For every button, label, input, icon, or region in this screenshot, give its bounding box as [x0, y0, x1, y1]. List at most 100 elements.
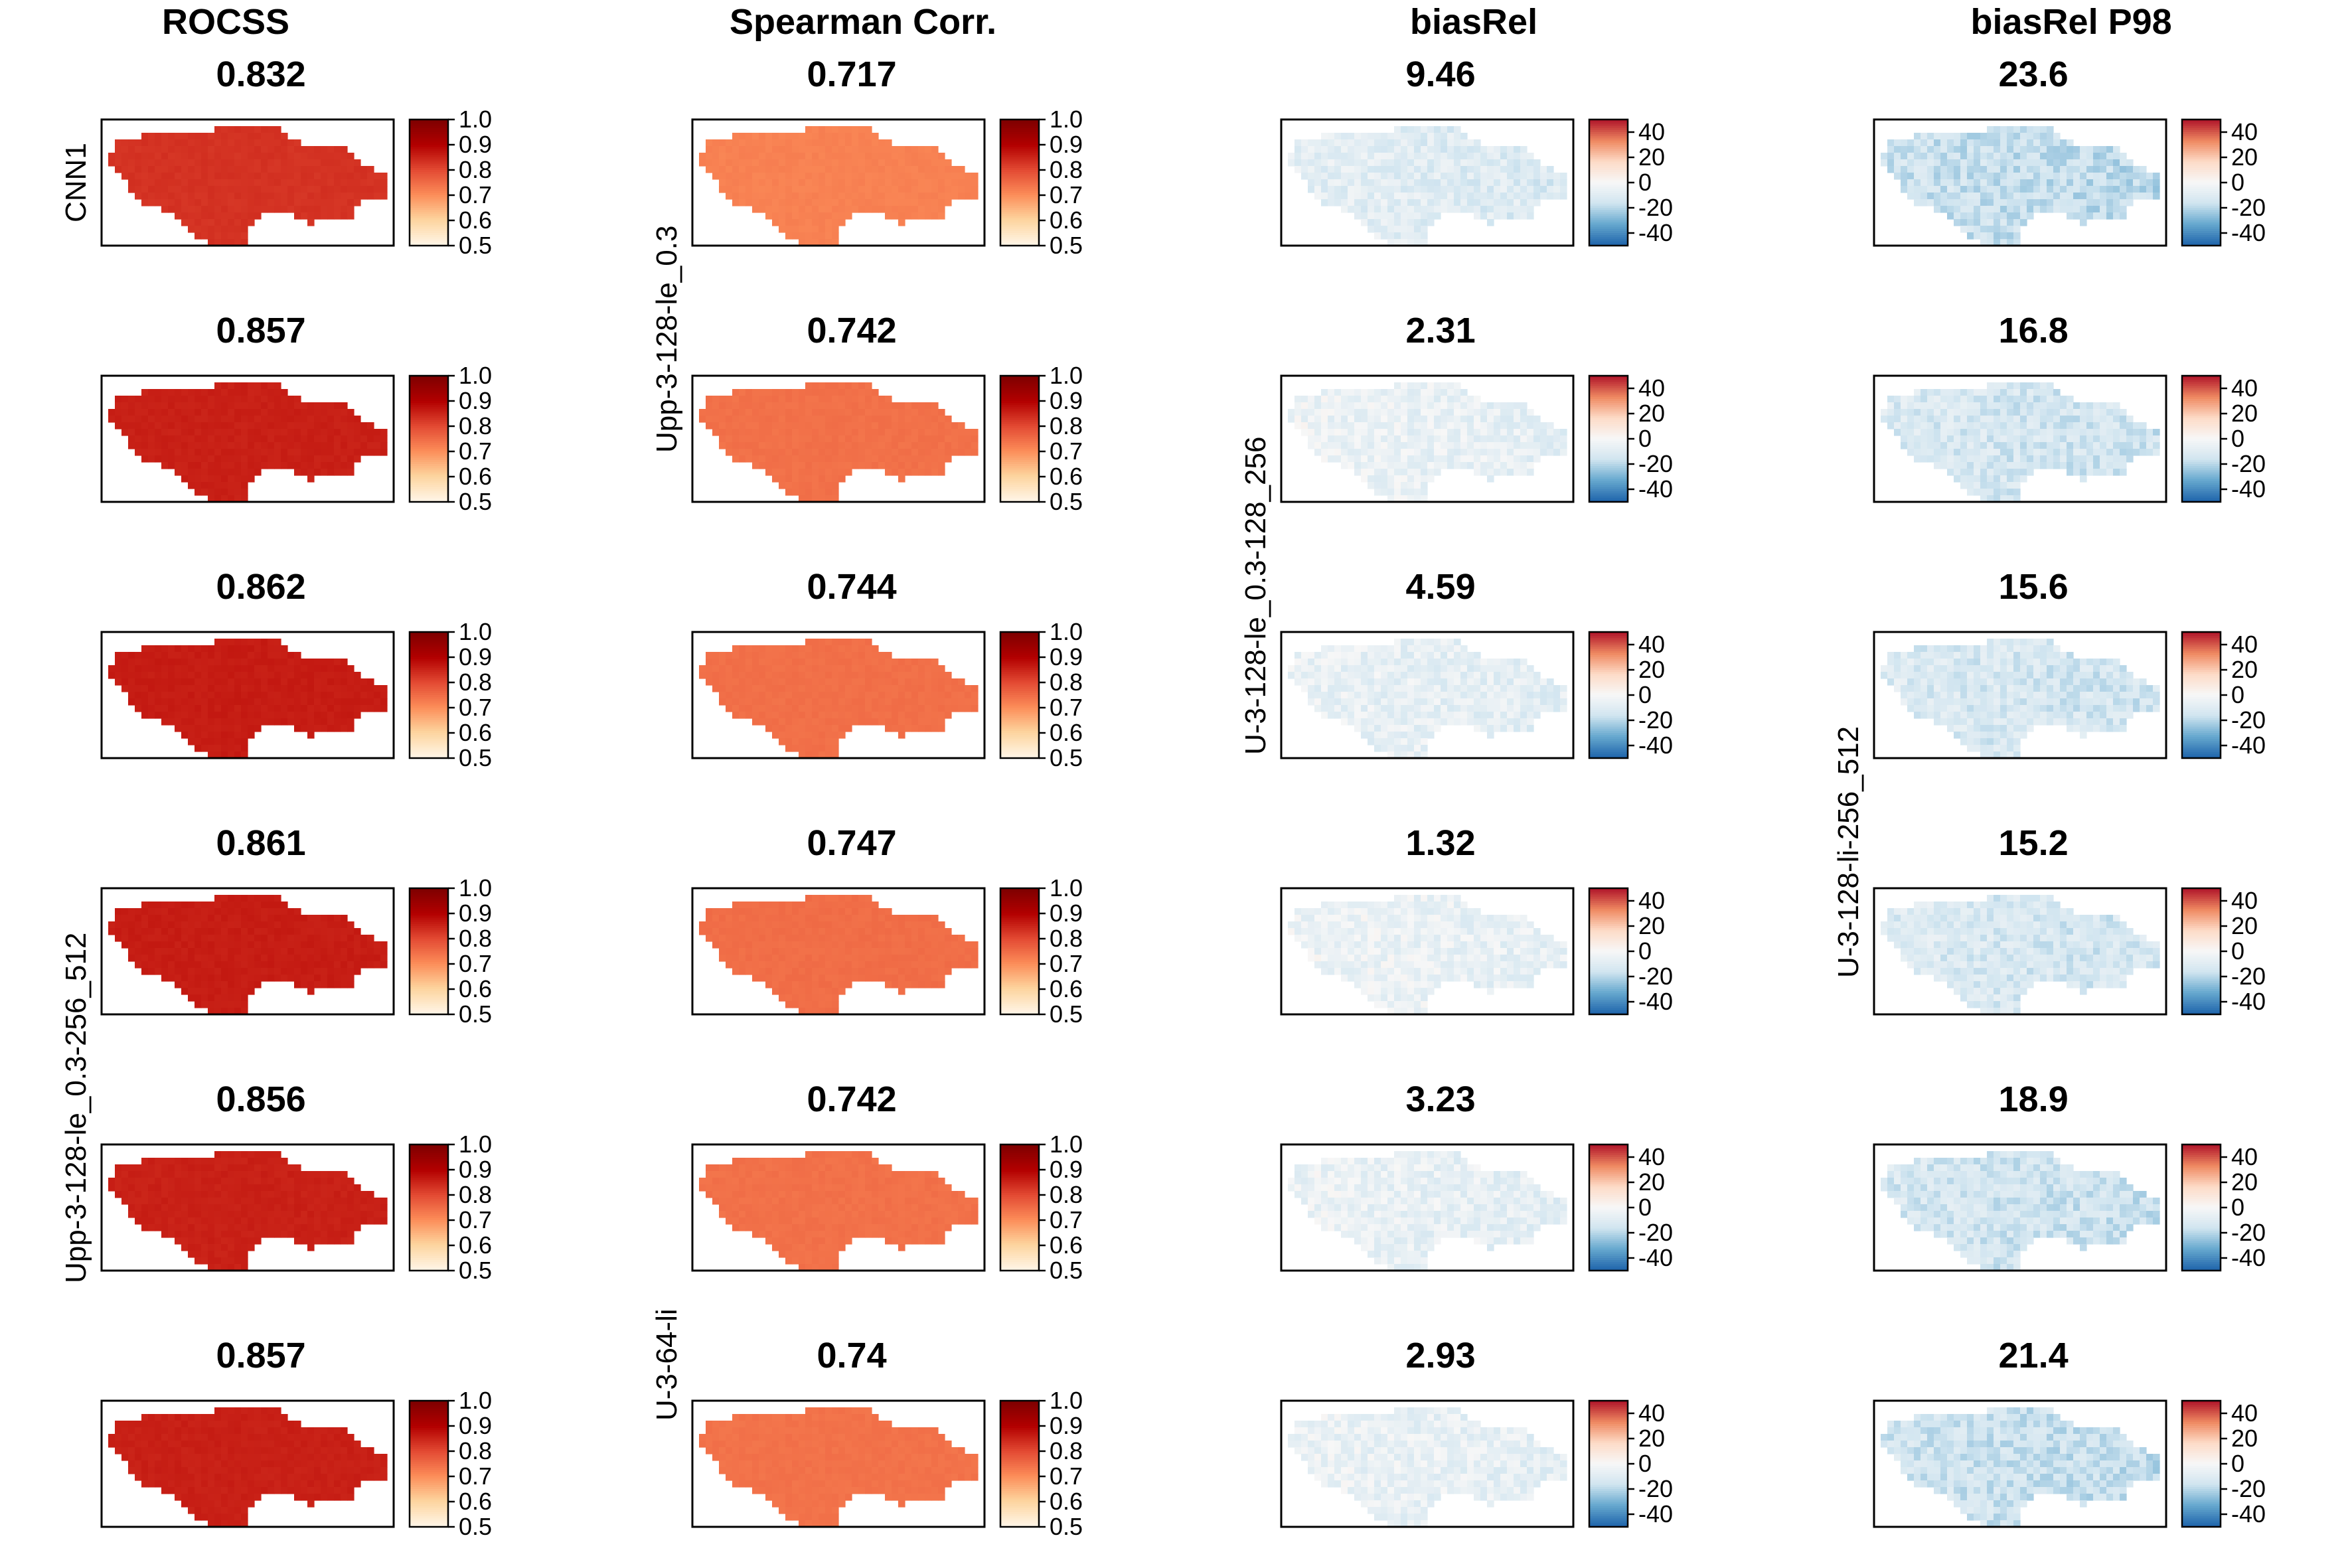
map-cell	[2020, 179, 2027, 187]
map-cell	[1414, 239, 1421, 246]
map-cell	[1954, 159, 1961, 167]
map-cell	[805, 206, 813, 213]
map-cell	[274, 678, 281, 686]
map-cell	[752, 462, 759, 469]
map-cell	[201, 139, 208, 147]
map-cell	[1907, 146, 1915, 153]
map-cell	[2060, 449, 2067, 456]
map-cell	[759, 672, 766, 679]
map-cell	[799, 495, 806, 503]
map-cell	[347, 712, 354, 719]
map-cell	[221, 396, 228, 403]
map-cell	[1460, 455, 1468, 463]
map-cell	[1454, 449, 1461, 456]
map-cell	[341, 166, 348, 173]
map-cell	[1394, 146, 1401, 153]
map-cell	[2000, 482, 2007, 489]
map-cell	[294, 402, 301, 410]
map-cell	[825, 226, 832, 233]
map-cell	[858, 173, 866, 180]
map-cell	[241, 126, 248, 133]
map-cell	[1974, 462, 1981, 469]
map-cell	[214, 652, 222, 659]
map-cell	[301, 455, 308, 463]
map-cell	[712, 416, 720, 423]
map-cell	[858, 712, 866, 719]
map-cell	[878, 416, 886, 423]
map-cell	[1314, 416, 1322, 423]
map-cell	[858, 402, 866, 410]
map-cell	[2000, 173, 2007, 180]
map-cell	[852, 416, 859, 423]
map-cell	[261, 186, 268, 193]
map-cell	[1421, 186, 1428, 193]
map-cell	[321, 685, 328, 692]
map-cell	[1533, 429, 1541, 436]
map-cell	[2020, 389, 2027, 396]
map-cell	[115, 159, 122, 167]
map-cell	[918, 665, 925, 672]
map-cell	[314, 179, 321, 187]
map-cell	[334, 435, 341, 443]
map-cell	[2047, 422, 2054, 430]
map-cell	[234, 449, 242, 456]
map-cell	[1927, 179, 1934, 187]
map-cell	[1361, 449, 1368, 456]
map-cell	[1427, 206, 1435, 213]
map-cell	[1387, 475, 1395, 483]
map-cell	[2027, 442, 2034, 449]
map-cell	[347, 429, 354, 436]
map-cell	[1401, 422, 1408, 430]
map-cell	[1348, 139, 1355, 147]
map-cell	[327, 698, 335, 706]
map-cell	[2027, 435, 2034, 443]
map-cell	[745, 429, 753, 436]
map-cell	[2013, 462, 2021, 469]
map-cell	[2047, 442, 2054, 449]
map-cell	[115, 422, 122, 430]
map-cell	[865, 382, 872, 390]
map-cell	[1514, 193, 1521, 200]
map-cell	[2080, 173, 2087, 180]
map-cell	[832, 409, 839, 416]
map-cell	[374, 685, 381, 692]
map-cell	[878, 659, 886, 666]
map-cell	[294, 672, 301, 679]
map-cell	[234, 226, 242, 233]
map-cell	[931, 193, 939, 200]
map-cell	[354, 455, 361, 463]
map-cell	[2033, 126, 2041, 133]
map-cell	[248, 212, 255, 220]
map-cell	[1414, 422, 1421, 430]
map-cell	[128, 442, 135, 449]
map-cell	[2053, 396, 2061, 403]
map-cell	[2080, 186, 2087, 193]
map-cell	[128, 659, 135, 666]
map-cell	[1427, 449, 1435, 456]
map-cell	[141, 146, 149, 153]
map-cell	[254, 416, 262, 423]
map-cell	[1354, 402, 1362, 410]
map-cell	[1368, 186, 1375, 193]
map-cell	[958, 705, 965, 712]
map-cell	[2047, 389, 2054, 396]
map-cell	[785, 489, 793, 496]
map-cell	[268, 402, 275, 410]
map-cell	[168, 396, 175, 403]
map-cell	[161, 692, 169, 699]
map-cell	[1947, 449, 1954, 456]
map-cell	[971, 705, 979, 712]
map-cell	[1474, 179, 1481, 187]
map-cell	[1494, 186, 1501, 193]
map-cell	[155, 389, 162, 396]
map-cell	[2133, 166, 2140, 173]
map-cell	[965, 186, 972, 193]
map-cell	[1474, 416, 1481, 423]
map-cell	[1934, 389, 1941, 396]
map-cell	[1480, 462, 1488, 469]
map-cell	[865, 442, 872, 449]
map-cell	[2113, 442, 2120, 449]
map-cell	[2106, 409, 2114, 416]
map-cell	[195, 718, 202, 726]
map-cell	[1407, 475, 1415, 483]
